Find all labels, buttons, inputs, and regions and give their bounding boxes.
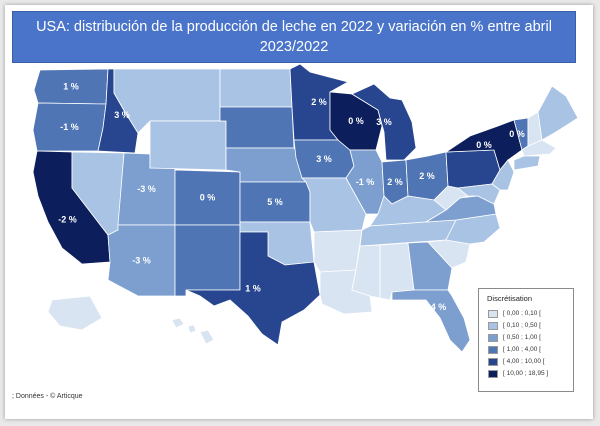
state-north-dakota[interactable] <box>219 68 293 108</box>
state-pennsylvania[interactable] <box>445 149 501 189</box>
legend-item: [ 10,00 ; 18,95 ] <box>488 369 548 378</box>
state-arkansas[interactable] <box>313 229 363 273</box>
state-label-illinois: -1 % <box>356 177 375 187</box>
state-new-mexico[interactable] <box>174 224 241 297</box>
states-layer <box>32 63 579 353</box>
legend-swatch <box>488 345 498 354</box>
legend-item: [ 0,10 ; 0,50 [ <box>488 321 541 330</box>
legend-label: [ 0,50 ; 1,00 [ <box>503 334 541 341</box>
state-label-texas: 1 % <box>245 284 261 294</box>
state-label-vermont: 0 % <box>509 129 525 139</box>
state-label-kansas: 5 % <box>267 197 283 207</box>
state-label-arizona: -3 % <box>132 256 151 266</box>
state-label-florida: -4 % <box>428 302 447 312</box>
state-label-ohio: 2 % <box>419 171 435 181</box>
state-texas[interactable] <box>185 231 321 346</box>
legend-swatch <box>488 333 498 342</box>
state-label-utah: -3 % <box>137 184 156 194</box>
legend-label: [ 0,10 ; 0,50 [ <box>503 322 541 329</box>
legend-label: [ 1,00 ; 4,00 [ <box>503 346 541 353</box>
state-michigan[interactable] <box>351 83 417 161</box>
legend-swatch <box>488 357 498 366</box>
state-alaska[interactable] <box>47 295 103 331</box>
map-title: USA: distribución de la producción de le… <box>12 11 576 63</box>
state-label-idaho: 3 % <box>114 110 130 120</box>
map-legend: Discrétisation [ 0,00 ; 0,10 [ [ 0,10 ; … <box>478 288 574 392</box>
state-label-oregon: -1 % <box>60 122 79 132</box>
legend-swatch <box>488 309 498 318</box>
legend-label: [ 0,00 ; 0,10 [ <box>503 310 541 317</box>
state-wyoming[interactable] <box>149 120 227 171</box>
state-label-michigan: 3 % <box>376 117 392 127</box>
state-new-jersey[interactable] <box>491 159 515 191</box>
labels-layer: 1 % -1 % 3 % -2 % -3 % -3 % 0 % 5 % 1 % 2 % 3 % 0 %… <box>58 82 525 313</box>
legend-item: [ 0,50 ; 1,00 [ <box>488 333 541 342</box>
map-title-line-2: 2023/2022 <box>259 39 329 55</box>
legend-item: [ 0,00 ; 0,10 [ <box>488 309 541 318</box>
legend-item: [ 1,00 ; 4,00 [ <box>488 345 541 354</box>
state-south-carolina[interactable] <box>427 239 471 269</box>
state-hawaii[interactable] <box>171 317 215 345</box>
state-label-indiana: 2 % <box>387 177 403 187</box>
state-label-iowa: 3 % <box>316 154 332 164</box>
state-label-california: -2 % <box>58 215 77 225</box>
state-label-wisconsin: 0 % <box>348 116 364 126</box>
state-label-minnesota: 2 % <box>311 97 327 107</box>
state-illinois[interactable] <box>345 149 385 215</box>
legend-label: [ 10,00 ; 18,95 ] <box>503 370 549 377</box>
legend-item: [ 4,00 ; 10,00 [ <box>488 357 545 366</box>
state-south-dakota[interactable] <box>219 106 295 149</box>
state-label-new-york: 0 % <box>476 140 492 150</box>
state-florida[interactable] <box>391 289 471 353</box>
state-connecticut[interactable] <box>513 155 541 171</box>
state-label-colorado: 0 % <box>200 193 216 203</box>
legend-title: Discrétisation <box>487 294 533 303</box>
state-georgia[interactable] <box>407 241 453 291</box>
legend-label: [ 4,00 ; 10,00 [ <box>503 358 545 365</box>
legend-swatch <box>488 321 498 330</box>
state-maine[interactable] <box>537 85 579 141</box>
legend-swatch <box>488 369 498 378</box>
state-label-washington: 1 % <box>63 82 79 92</box>
map-title-line-1: USA: distribución de la producción de le… <box>36 19 552 35</box>
source-credit: ; Données - © Articque <box>12 393 83 400</box>
